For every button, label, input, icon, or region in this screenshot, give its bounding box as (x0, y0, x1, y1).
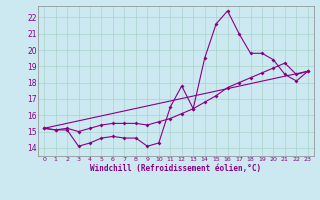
X-axis label: Windchill (Refroidissement éolien,°C): Windchill (Refroidissement éolien,°C) (91, 164, 261, 173)
